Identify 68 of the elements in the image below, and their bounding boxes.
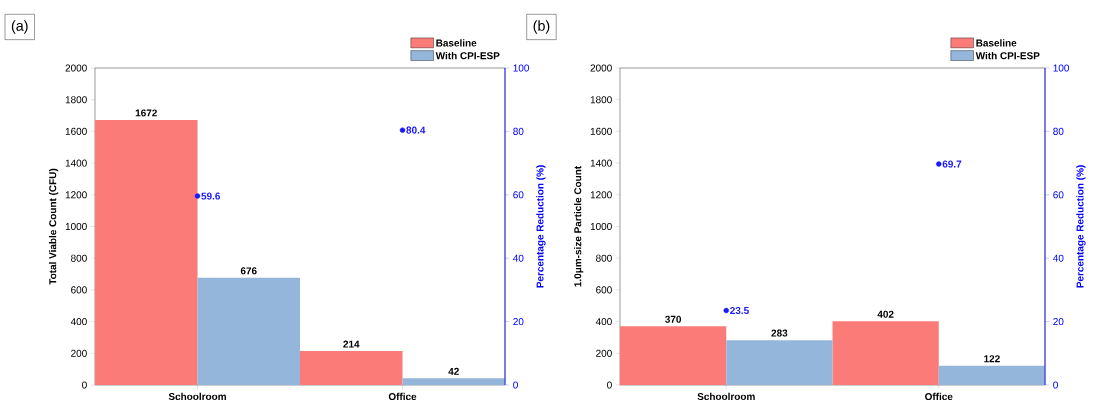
data-label: 214 <box>343 340 360 348</box>
data-label: 122 <box>984 355 1000 363</box>
y2-tick-label: 60 <box>1053 191 1064 199</box>
legend-label: With CPI-ESP <box>435 51 500 60</box>
y2-tick-label: 100 <box>513 64 530 72</box>
data-label: 59.6 <box>201 192 221 200</box>
data-label: 676 <box>240 267 257 275</box>
y2-tick-label: 0 <box>1053 381 1058 389</box>
data-label: 42 <box>448 367 459 375</box>
y-tick-label: 200 <box>71 349 87 357</box>
y-tick-label: 1600 <box>65 127 87 135</box>
y-tick-label: 800 <box>596 254 612 262</box>
bar <box>620 326 727 385</box>
data-label: 23.5 <box>730 306 749 315</box>
y-tick-label: 400 <box>70 318 87 326</box>
y2-axis-title: Percentage Reduction (%) <box>1076 165 1086 288</box>
y2-tick-label: 100 <box>1053 64 1070 72</box>
y-tick-label: 600 <box>596 286 612 294</box>
bar <box>832 321 939 385</box>
y-tick-label: 1400 <box>65 159 87 167</box>
data-label: 370 <box>665 315 682 323</box>
y-tick-label: 0 <box>82 381 87 389</box>
x-tick-label: Office <box>388 392 417 401</box>
y2-tick-label: 60 <box>513 191 524 199</box>
y-tick-label: 1800 <box>65 96 87 104</box>
y2-axis-title: Percentage Reduction (%) <box>536 165 546 288</box>
y-tick-label: 0 <box>607 381 612 389</box>
y2-tick-label: 80 <box>513 127 524 135</box>
data-label: 402 <box>877 310 894 318</box>
x-tick-label: Office <box>925 392 953 401</box>
bar <box>726 340 833 385</box>
chart-title: (a) <box>11 20 28 34</box>
y2-tick-label: 20 <box>1053 318 1064 326</box>
y-tick-label: 200 <box>596 349 612 357</box>
y-tick-label: 1400 <box>590 159 612 167</box>
y2-tick-label: 20 <box>513 318 524 326</box>
y-tick-label: 1200 <box>65 191 87 199</box>
y-tick-label: 1800 <box>590 96 612 104</box>
legend-label: Baseline <box>976 39 1017 47</box>
y-axis-title: Total Viable Count (CFU) <box>48 168 59 285</box>
y2-tick-label: 0 <box>513 381 518 389</box>
bar <box>300 351 403 385</box>
y-tick-label: 1000 <box>65 222 87 231</box>
y2-tick-label: 40 <box>1053 254 1064 262</box>
x-tick-label: Schoolroom <box>168 392 226 401</box>
data-label: 283 <box>771 329 788 337</box>
y-tick-label: 2000 <box>65 64 87 72</box>
legend-label: With CPI-ESP <box>975 51 1040 60</box>
bar <box>402 378 505 385</box>
bar <box>938 365 1046 385</box>
y-tick-label: 1000 <box>590 222 612 231</box>
chart-title: (b) <box>533 20 550 34</box>
x-tick-label: Schoolroom <box>697 392 755 401</box>
y-tick-label: 1600 <box>590 127 612 135</box>
y-tick-label: 800 <box>71 254 87 262</box>
y-tick-label: 400 <box>595 318 612 326</box>
legend-label: Baseline <box>436 39 477 47</box>
data-label: 80.4 <box>406 126 426 134</box>
y2-tick-label: 80 <box>1053 127 1064 135</box>
y-tick-label: 1200 <box>590 191 612 199</box>
data-label: 69.7 <box>942 160 962 168</box>
y-tick-label: 2000 <box>590 64 612 72</box>
y2-tick-label: 40 <box>513 254 524 262</box>
data-label: 1672 <box>135 109 157 117</box>
y-tick-label: 600 <box>71 286 87 294</box>
bar <box>197 277 300 385</box>
y-axis-title: 1.0μm-size Particle Count <box>573 166 584 287</box>
bar <box>95 119 198 385</box>
